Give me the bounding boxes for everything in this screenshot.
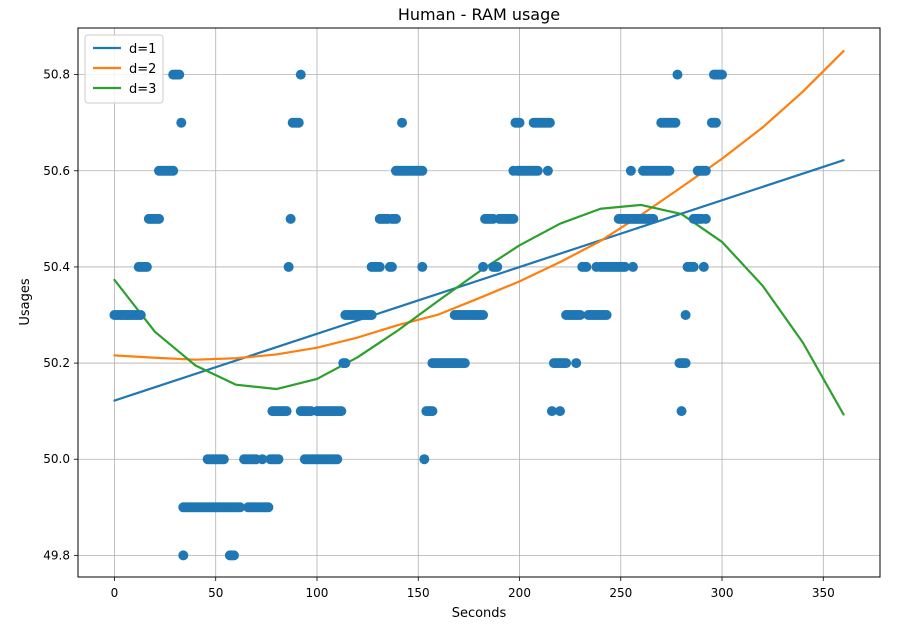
y-tick-label: 49.8 bbox=[43, 548, 70, 562]
x-axis-ticks: 0 50 100 150 200 250 300 350 bbox=[111, 577, 835, 600]
data-point bbox=[135, 310, 146, 320]
chart-title: Human - RAM usage bbox=[398, 5, 560, 24]
data-point bbox=[717, 69, 728, 80]
data-point bbox=[366, 310, 377, 320]
y-axis-ticks: 49.8 50.0 50.2 50.4 50.6 50.8 bbox=[43, 68, 78, 562]
x-tick-label: 350 bbox=[812, 586, 835, 600]
data-point bbox=[390, 213, 401, 224]
data-point bbox=[332, 454, 343, 465]
data-point bbox=[228, 550, 239, 561]
data-point bbox=[625, 165, 636, 176]
data-point bbox=[672, 69, 683, 80]
data-point bbox=[542, 165, 553, 176]
data-point bbox=[293, 117, 304, 128]
data-point bbox=[295, 69, 306, 80]
x-axis-label: Seconds bbox=[452, 606, 507, 621]
data-point bbox=[696, 213, 707, 224]
data-point bbox=[417, 261, 428, 272]
series-line-d2 bbox=[113, 49, 845, 361]
y-tick-label: 50.4 bbox=[43, 260, 70, 274]
data-point bbox=[281, 406, 292, 417]
x-tick-label: 50 bbox=[208, 586, 223, 600]
data-point bbox=[546, 406, 557, 417]
data-point bbox=[555, 406, 566, 417]
data-point bbox=[340, 358, 351, 369]
data-point bbox=[688, 261, 699, 272]
data-point bbox=[218, 454, 229, 465]
data-point bbox=[283, 261, 294, 272]
data-point bbox=[561, 358, 572, 369]
data-point bbox=[532, 165, 543, 176]
data-point bbox=[176, 117, 187, 128]
y-tick-label: 50.8 bbox=[43, 68, 70, 82]
legend: d=1 d=2 d=3 bbox=[84, 34, 164, 104]
data-point bbox=[571, 358, 582, 369]
legend-label: d=2 bbox=[129, 62, 156, 77]
data-point bbox=[285, 213, 296, 224]
data-point bbox=[680, 310, 691, 320]
series-line-d3 bbox=[113, 203, 845, 416]
plot-area-frame bbox=[77, 27, 881, 578]
grid bbox=[78, 28, 880, 577]
legend-box bbox=[84, 34, 164, 104]
data-point bbox=[619, 261, 630, 272]
data-point bbox=[710, 117, 721, 128]
data-point bbox=[575, 310, 586, 320]
x-tick-label: 0 bbox=[111, 586, 119, 600]
data-point bbox=[508, 213, 519, 224]
data-point bbox=[141, 261, 152, 272]
data-point bbox=[336, 406, 347, 417]
data-point bbox=[397, 117, 408, 128]
data-point bbox=[581, 261, 592, 272]
data-point bbox=[544, 117, 555, 128]
data-point bbox=[670, 117, 681, 128]
y-tick-label: 50.6 bbox=[43, 164, 70, 178]
data-point bbox=[178, 550, 189, 561]
x-tick-label: 200 bbox=[508, 586, 531, 600]
data-point bbox=[174, 69, 185, 80]
data-point bbox=[374, 261, 385, 272]
y-tick-label: 50.0 bbox=[43, 452, 70, 466]
series-line-d1 bbox=[113, 159, 845, 402]
legend-label: d=3 bbox=[129, 82, 156, 97]
data-point bbox=[664, 165, 675, 176]
y-axis-label: Usages bbox=[18, 278, 33, 326]
x-tick-label: 250 bbox=[609, 586, 632, 600]
data-point bbox=[492, 261, 503, 272]
data-point bbox=[427, 406, 438, 417]
data-point bbox=[627, 261, 638, 272]
data-point bbox=[263, 502, 274, 513]
data-point bbox=[257, 454, 268, 465]
data-point bbox=[417, 165, 428, 176]
scatter-points bbox=[109, 69, 728, 561]
fit-lines bbox=[113, 49, 845, 416]
data-point bbox=[601, 310, 612, 320]
x-tick-label: 150 bbox=[407, 586, 430, 600]
data-point bbox=[478, 310, 489, 320]
x-tick-label: 100 bbox=[306, 586, 329, 600]
data-point bbox=[168, 165, 179, 176]
data-point bbox=[154, 213, 165, 224]
data-point bbox=[700, 165, 711, 176]
data-point bbox=[419, 454, 430, 465]
data-point bbox=[648, 213, 659, 224]
data-point bbox=[698, 261, 709, 272]
data-point bbox=[680, 358, 691, 369]
data-point bbox=[273, 454, 284, 465]
data-point bbox=[235, 502, 246, 513]
data-point bbox=[514, 117, 525, 128]
data-point bbox=[386, 261, 397, 272]
y-tick-label: 50.2 bbox=[43, 356, 70, 370]
legend-label: d=1 bbox=[129, 42, 156, 57]
x-tick-label: 300 bbox=[711, 586, 734, 600]
data-point bbox=[459, 358, 470, 369]
data-point bbox=[676, 406, 687, 417]
data-point bbox=[478, 261, 489, 272]
